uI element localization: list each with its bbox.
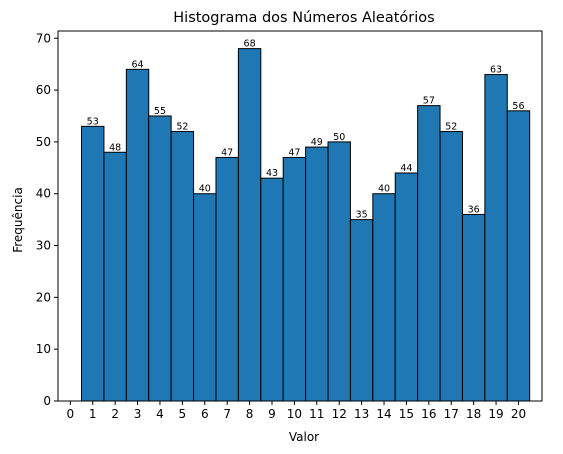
bar-4	[148, 115, 172, 402]
x-tick-label-14: 14	[376, 407, 391, 421]
y-axis-label: Frequência	[11, 187, 25, 253]
x-tick-label-1: 1	[89, 407, 97, 421]
x-tick-label-6: 6	[201, 407, 209, 421]
x-tick-label-20: 20	[511, 407, 526, 421]
bar-6	[193, 193, 217, 402]
bar-value-label-9: 43	[266, 168, 278, 179]
bar-10	[282, 156, 307, 402]
bar-7	[215, 156, 239, 402]
bar-value-label-11: 49	[311, 137, 323, 148]
y-tick-label-30: 30	[36, 239, 51, 253]
bar-value-label-7: 47	[221, 147, 233, 158]
bar-value-label-16: 57	[423, 96, 435, 107]
bar-value-label-13: 35	[356, 210, 368, 221]
y-tick-label-60: 60	[36, 83, 51, 97]
x-tick-label-16: 16	[421, 407, 436, 421]
x-tick-label-8: 8	[246, 407, 254, 421]
y-tick-label-0: 0	[43, 394, 51, 408]
x-tick-label-15: 15	[399, 407, 414, 421]
x-tick-label-5: 5	[179, 407, 187, 421]
bar-3	[125, 68, 150, 402]
bar-1	[81, 125, 105, 402]
x-tick-label-12: 12	[332, 407, 347, 421]
y-tick-label-20: 20	[36, 290, 51, 304]
bar-value-label-14: 40	[378, 184, 390, 195]
x-axis-ticks: 0 1 2 3 4 5 6 7 8 9 10 11 12 13 14 15 16 17 18 19 20	[67, 401, 526, 421]
bar-value-label-6: 40	[199, 184, 211, 195]
x-tick-label-13: 13	[354, 407, 369, 421]
y-tick-label-10: 10	[36, 342, 51, 356]
bar-value-label-15: 44	[400, 163, 412, 174]
bar-value-label-17: 52	[445, 122, 457, 133]
bar-value-label-18: 36	[468, 204, 480, 215]
bar-labels-group: 53 48 64 55 52 40 47 68 43 47 49 50 35 40 44 57 52 36 63 56	[87, 39, 525, 221]
x-axis-label: Valor	[289, 430, 319, 444]
bar-value-label-19: 63	[490, 65, 502, 76]
y-tick-label-40: 40	[36, 187, 51, 201]
bar-2	[103, 151, 127, 402]
bar-value-label-3: 64	[131, 59, 143, 70]
bar-14	[372, 193, 396, 402]
bar-value-label-20: 56	[512, 101, 524, 112]
bar-13	[349, 219, 374, 402]
x-tick-label-19: 19	[488, 407, 503, 421]
bar-8	[237, 48, 262, 402]
x-tick-label-2: 2	[111, 407, 119, 421]
y-tick-label-50: 50	[36, 135, 51, 149]
bar-9	[260, 177, 284, 402]
x-tick-label-9: 9	[268, 407, 276, 421]
bar-15	[394, 172, 419, 402]
bar-value-label-4: 55	[154, 106, 166, 117]
bar-value-label-10: 47	[288, 147, 300, 158]
bar-value-label-5: 52	[176, 122, 188, 133]
y-tick-label-70: 70	[36, 31, 51, 45]
bar-20	[506, 110, 531, 402]
bar-19	[484, 74, 508, 402]
x-tick-label-3: 3	[134, 407, 142, 421]
x-tick-label-11: 11	[309, 407, 324, 421]
bars-group	[81, 48, 531, 402]
bar-value-label-2: 48	[109, 142, 121, 153]
bar-value-label-8: 68	[244, 39, 256, 50]
bar-16	[417, 105, 441, 402]
chart-title: Histograma dos Números Aleatórios	[173, 10, 434, 26]
x-tick-label-7: 7	[223, 407, 231, 421]
bar-11	[305, 146, 329, 402]
bar-value-label-1: 53	[87, 116, 99, 127]
bar-17	[439, 131, 463, 402]
bar-12	[327, 141, 351, 402]
y-axis-ticks: 0 10 20 30 40 50 60 70	[36, 31, 58, 408]
bar-value-label-12: 50	[333, 132, 345, 143]
x-tick-label-17: 17	[444, 407, 459, 421]
x-tick-label-0: 0	[67, 407, 75, 421]
x-tick-label-4: 4	[156, 407, 164, 421]
x-tick-label-10: 10	[287, 407, 302, 421]
x-tick-label-18: 18	[466, 407, 481, 421]
bar-18	[461, 213, 486, 402]
bar-5	[170, 131, 195, 402]
plot-frame	[57, 30, 543, 402]
